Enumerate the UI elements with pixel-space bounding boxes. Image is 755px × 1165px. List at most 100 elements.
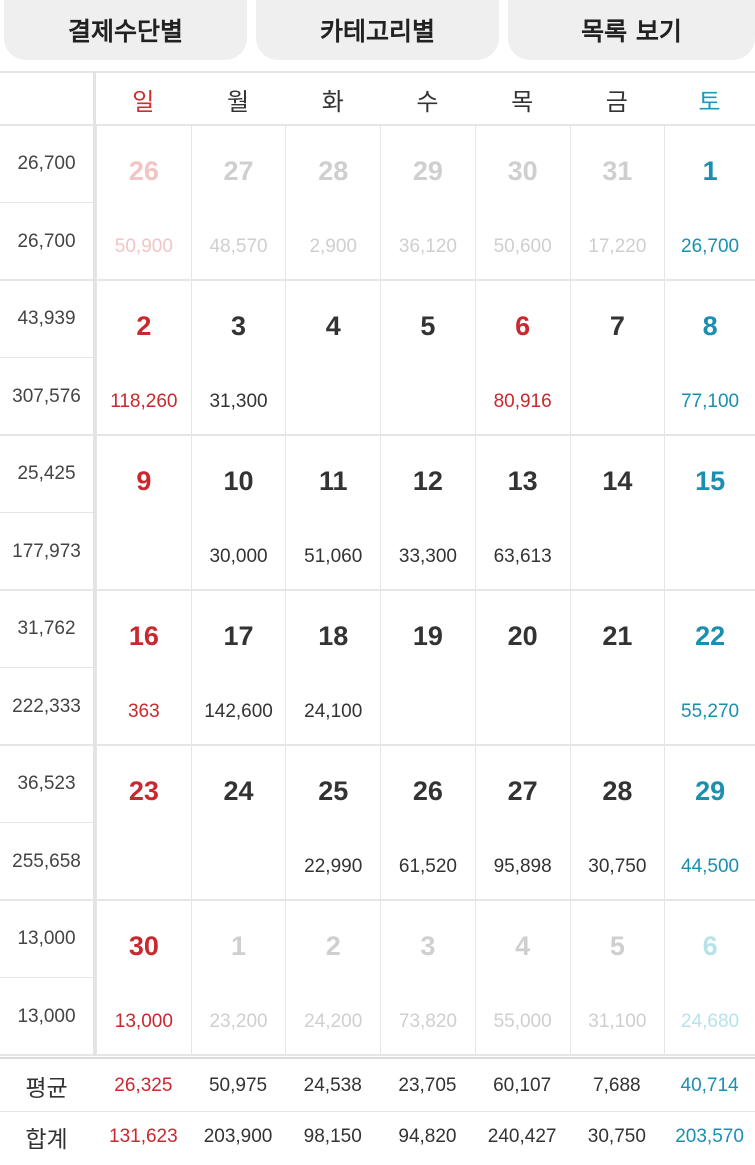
calendar-day-cell[interactable]: 30 13,000 xyxy=(96,901,191,1054)
day-number: 19 xyxy=(412,621,443,651)
calendar-day-cell[interactable]: 21 xyxy=(569,591,665,744)
day-amount: 50,600 xyxy=(493,236,552,257)
day-amount: 55,270 xyxy=(681,701,740,722)
calendar-day-cell[interactable]: 1 26,700 xyxy=(664,126,755,279)
total-monday: 203,900 xyxy=(203,1125,273,1147)
calendar-day-cell[interactable]: 4 55,000 xyxy=(474,901,570,1054)
day-number: 20 xyxy=(507,621,538,651)
calendar-day-cell[interactable]: 29 44,500 xyxy=(664,746,755,899)
calendar-day-cell[interactable]: 5 xyxy=(380,281,475,434)
week-average: 31,762 xyxy=(0,591,93,668)
day-amount: 95,898 xyxy=(493,856,552,877)
average-sunday: 26,325 xyxy=(114,1074,173,1096)
calendar-day-cell[interactable]: 14 xyxy=(569,436,665,589)
day-number: 27 xyxy=(507,776,538,806)
week-summary: 31,762 222,333 xyxy=(0,591,93,744)
calendar-day-cell[interactable]: 27 95,898 xyxy=(474,746,570,899)
calendar-day-cell[interactable]: 13 63,613 xyxy=(474,436,570,589)
day-amount: 73,820 xyxy=(398,1011,457,1032)
day-number: 26 xyxy=(412,776,443,806)
day-number: 3 xyxy=(420,931,436,961)
week-summary: 26,700 26,700 xyxy=(0,126,93,279)
week-average: 26,700 xyxy=(0,126,93,203)
weekday-sunday: 일 xyxy=(132,88,155,116)
calendar-day-cell[interactable]: 11 51,060 xyxy=(285,436,380,589)
calendar-day-cell[interactable]: 12 33,300 xyxy=(380,436,475,589)
day-amount: 24,200 xyxy=(304,1011,363,1032)
calendar-day-cell[interactable]: 30 50,600 xyxy=(474,126,570,279)
calendar-day-cell[interactable]: 2 24,200 xyxy=(285,901,380,1054)
week-row: 13,000 13,000 30 13,000 1 23,200 2 24,200 3 73,82… xyxy=(0,901,755,1056)
calendar-day-cell[interactable]: 18 24,100 xyxy=(285,591,380,744)
day-number: 6 xyxy=(515,311,531,341)
week-average: 43,939 xyxy=(0,281,93,358)
average-wednesday: 23,705 xyxy=(398,1074,457,1096)
calendar-day-cell[interactable]: 9 xyxy=(96,436,191,589)
day-number: 11 xyxy=(318,466,348,496)
day-number: 13 xyxy=(507,466,538,496)
weekday-wednesday: 수 xyxy=(416,88,439,116)
calendar-day-cell[interactable]: 23 xyxy=(96,746,191,899)
day-number: 29 xyxy=(695,776,726,806)
day-amount: 17,220 xyxy=(588,236,647,257)
day-number: 9 xyxy=(136,466,152,496)
calendar-day-cell[interactable]: 26 61,520 xyxy=(380,746,475,899)
calendar-day-cell[interactable]: 8 77,100 xyxy=(664,281,755,434)
day-number: 12 xyxy=(412,466,443,496)
calendar-day-cell[interactable]: 24 xyxy=(190,746,286,899)
calendar-day-cell[interactable]: 25 22,990 xyxy=(285,746,380,899)
calendar-day-cell[interactable]: 15 xyxy=(664,436,755,589)
calendar-day-cell[interactable]: 5 31,100 xyxy=(569,901,665,1054)
day-number: 30 xyxy=(507,156,538,186)
day-number: 30 xyxy=(128,931,159,961)
day-number: 27 xyxy=(223,156,254,186)
average-tuesday: 24,538 xyxy=(303,1074,362,1096)
day-number: 4 xyxy=(325,311,341,341)
total-wednesday: 94,820 xyxy=(398,1125,457,1147)
week-average: 13,000 xyxy=(0,901,93,978)
calendar-day-cell[interactable]: 28 2,900 xyxy=(285,126,380,279)
week-total: 255,658 xyxy=(12,850,81,872)
calendar-day-cell[interactable]: 3 31,300 xyxy=(190,281,286,434)
day-amount: 31,300 xyxy=(209,391,268,412)
calendar-day-cell[interactable]: 26 50,900 xyxy=(96,126,191,279)
calendar-day-cell[interactable]: 2 118,260 xyxy=(96,281,191,434)
calendar-day-cell[interactable]: 28 30,750 xyxy=(569,746,665,899)
calendar-day-cell[interactable]: 17 142,600 xyxy=(190,591,286,744)
day-amount: 33,300 xyxy=(398,546,457,567)
calendar-day-cell[interactable]: 27 48,570 xyxy=(190,126,286,279)
calendar-day-cell[interactable]: 29 36,120 xyxy=(380,126,475,279)
calendar-day-cell[interactable]: 6 24,680 xyxy=(664,901,755,1054)
day-number: 15 xyxy=(695,466,726,496)
day-number: 28 xyxy=(318,156,349,186)
tab-by-payment-method[interactable]: 결제수단별 xyxy=(4,0,247,60)
tab-list-view[interactable]: 목록 보기 xyxy=(508,0,755,60)
calendar-day-cell[interactable]: 7 xyxy=(569,281,665,434)
calendar-day-cell[interactable]: 19 xyxy=(380,591,475,744)
day-amount: 24,680 xyxy=(681,1011,740,1032)
calendar-day-cell[interactable]: 10 30,000 xyxy=(190,436,286,589)
day-number: 21 xyxy=(602,621,633,651)
average-thursday: 60,107 xyxy=(493,1074,552,1096)
week-total: 177,973 xyxy=(12,540,81,562)
calendar-day-cell[interactable]: 4 xyxy=(285,281,380,434)
calendar-day-cell[interactable]: 16 363 xyxy=(96,591,191,744)
weekday-header: 일 월 화 수 목 금 토 xyxy=(0,71,755,126)
calendar-day-cell[interactable]: 31 17,220 xyxy=(569,126,665,279)
day-number: 2 xyxy=(136,311,152,341)
calendar-day-cell[interactable]: 22 55,270 xyxy=(664,591,755,744)
calendar-day-cell[interactable]: 1 23,200 xyxy=(190,901,286,1054)
week-row: 36,523 255,658 23 24 25 22,990 26 61,520 27 95,89… xyxy=(0,746,755,901)
week-row: 43,939 307,576 2 118,260 3 31,300 4 5 6 80,916 7 8 7… xyxy=(0,281,755,436)
day-amount: 22,990 xyxy=(304,856,363,877)
calendar-day-cell[interactable]: 3 73,820 xyxy=(380,901,475,1054)
week-row: 26,700 26,700 26 50,900 27 48,570 28 2,900 29 36,… xyxy=(0,126,755,281)
total-tuesday: 98,150 xyxy=(303,1125,362,1147)
tab-by-category[interactable]: 카테고리별 xyxy=(256,0,499,60)
day-amount: 48,570 xyxy=(209,236,268,257)
day-number: 23 xyxy=(128,776,159,806)
calendar-day-cell[interactable]: 20 xyxy=(474,591,570,744)
calendar-day-cell[interactable]: 6 80,916 xyxy=(474,281,570,434)
total-saturday: 203,570 xyxy=(675,1125,744,1147)
day-number: 5 xyxy=(420,311,436,341)
